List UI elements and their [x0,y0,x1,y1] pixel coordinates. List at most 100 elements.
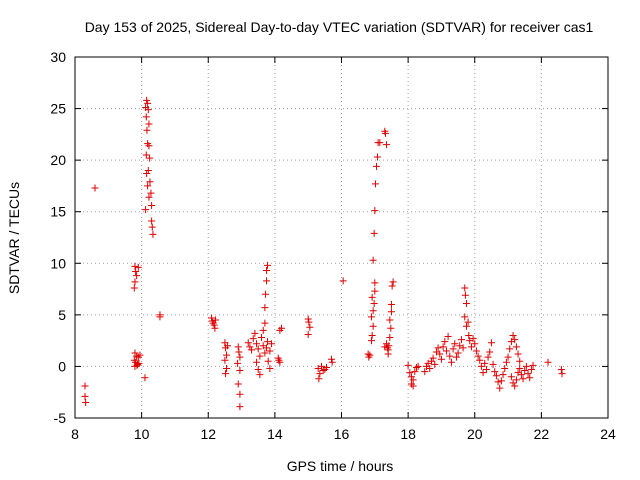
data-point-marker [148,223,156,231]
data-point-marker [444,333,452,341]
data-point-marker [276,326,284,334]
data-point-marker [407,373,415,381]
x-tick-label: 22 [534,426,550,442]
data-point-marker [514,350,522,358]
data-point-marker [368,331,376,339]
data-point-marker [234,359,242,367]
data-point-marker [557,366,565,374]
data-point-marker [412,363,420,371]
data-point-marker [486,348,494,356]
data-point-marker [373,153,381,161]
plot-frame [74,56,609,419]
data-point-marker [461,313,469,321]
data-point-marker [264,338,272,346]
data-point-marker [318,362,326,370]
data-point-marker [133,272,141,280]
data-point-marker [223,364,231,372]
data-point-marker [144,99,152,107]
data-point-marker [387,301,395,309]
y-tick-label: 20 [50,152,66,168]
data-point-marker [256,371,264,379]
data-point-marker [261,319,269,327]
data-point-marker [426,364,434,372]
data-point-marker [434,344,442,352]
data-point-marker [421,368,429,376]
data-point-marker [251,329,259,337]
data-point-marker [254,366,262,374]
x-tick-label: 18 [400,426,416,442]
data-point-marker [131,278,139,286]
data-point-marker [81,392,89,400]
data-point-marker [143,96,151,104]
data-point-marker [454,349,462,357]
data-point-marker [369,307,377,315]
data-point-marker [244,339,252,347]
y-axis-tick-labels: -5 0 5 10 15 20 25 30 [50,49,66,426]
data-point-marker [91,184,99,192]
data-point-marker [464,318,472,326]
data-point-marker [224,342,232,350]
data-point-marker [482,366,490,374]
data-point-marker [441,338,449,346]
data-point-marker [222,370,230,378]
data-point-marker [449,345,457,353]
data-point-marker [558,370,566,378]
data-point-marker [387,324,395,332]
data-point-marker [143,126,151,134]
x-tick-label: 8 [71,426,79,442]
data-point-marker [474,352,482,360]
data-point-marker [210,321,218,329]
data-point-marker [223,351,231,359]
x-tick-label: 12 [200,426,216,442]
data-point-marker [471,340,479,348]
data-point-marker [136,351,144,359]
y-tick-label: 0 [58,358,66,374]
data-point-marker [489,360,497,368]
data-point-marker [507,373,515,381]
data-point-marker [339,277,347,285]
data-point-marker [389,278,397,286]
data-point-marker [497,377,505,385]
data-point-marker [370,300,378,308]
data-point-marker [465,331,473,339]
data-point-marker [382,141,390,149]
data-point-marker [234,380,242,388]
data-point-marker [529,361,537,369]
data-point-marker [461,284,469,292]
x-tick-label: 16 [334,426,350,442]
data-point-marker [492,372,500,380]
data-point-marker [276,358,284,366]
data-point-marker [472,347,480,355]
y-tick-label: 5 [58,307,66,323]
data-point-marker [221,356,229,364]
data-point-marker [509,379,517,387]
data-point-marker [499,371,507,379]
x-axis-label: GPS time / hours [287,458,394,474]
data-point-marker [266,347,274,355]
data-point-marker [516,364,524,372]
data-point-marker [437,355,445,363]
data-point-marker [371,279,379,287]
y-tick-label: 10 [50,255,66,271]
data-point-marker [484,353,492,361]
data-point-marker [369,256,377,264]
data-point-marker [141,374,149,382]
data-point-marker [431,360,439,368]
data-point-marker [522,362,530,370]
data-point-marker [376,139,384,147]
data-point-marker [442,347,450,355]
data-point-marker [133,352,141,360]
data-point-marker [262,290,270,298]
data-point-marker [481,359,489,367]
data-point-marker [491,368,499,376]
data-point-marker [516,357,524,365]
data-points [81,96,566,411]
data-point-marker [467,343,475,351]
data-point-marker [253,358,261,366]
data-point-marker [246,343,254,351]
grid-lines [75,57,608,418]
y-tick-label: 15 [50,204,66,220]
data-point-marker [263,267,271,275]
data-point-marker [506,345,514,353]
data-point-marker [370,229,378,237]
